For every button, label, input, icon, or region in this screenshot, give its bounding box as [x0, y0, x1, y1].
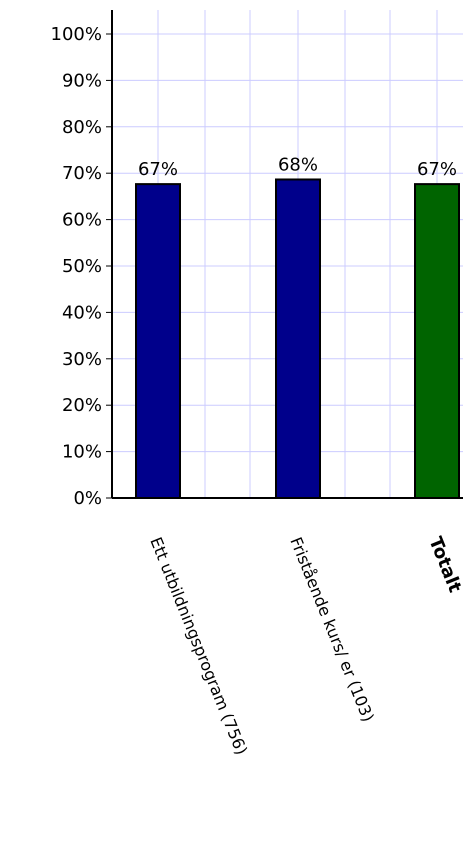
y-tick-label: 30% — [62, 349, 102, 370]
y-tick-label: 10% — [62, 442, 102, 463]
data-label: 67% — [138, 159, 178, 180]
y-tick-label: 50% — [62, 256, 102, 277]
x-tick-label: Ett utbildningsprogram (756) — [146, 534, 251, 757]
bar — [275, 178, 321, 499]
x-axis-labels: Ett utbildningsprogram (756) Fristående k… — [146, 534, 463, 758]
y-tick-label: 80% — [62, 117, 102, 138]
y-tick-label: 40% — [62, 302, 102, 323]
bars — [135, 178, 460, 499]
y-axis: 0% 10% 20% 30% 40% 50% 60% 70% 80% 90% 100% — [51, 10, 463, 509]
y-tick-label: 20% — [62, 395, 102, 416]
x-tick-label: Totalt — [424, 534, 463, 596]
data-label: 67% — [417, 159, 457, 180]
y-tick-label: 100% — [51, 24, 102, 45]
y-tick-label: 0% — [73, 488, 102, 509]
data-label: 68% — [278, 154, 318, 175]
bar — [414, 183, 460, 499]
x-tick-label: Fristående kurs/ er (103) — [286, 534, 378, 724]
y-tick-label: 90% — [62, 70, 102, 91]
data-labels: 67% 68% 67% — [138, 154, 457, 180]
y-tick-label: 60% — [62, 210, 102, 231]
y-tick-label: 70% — [62, 163, 102, 184]
bar — [135, 183, 181, 499]
